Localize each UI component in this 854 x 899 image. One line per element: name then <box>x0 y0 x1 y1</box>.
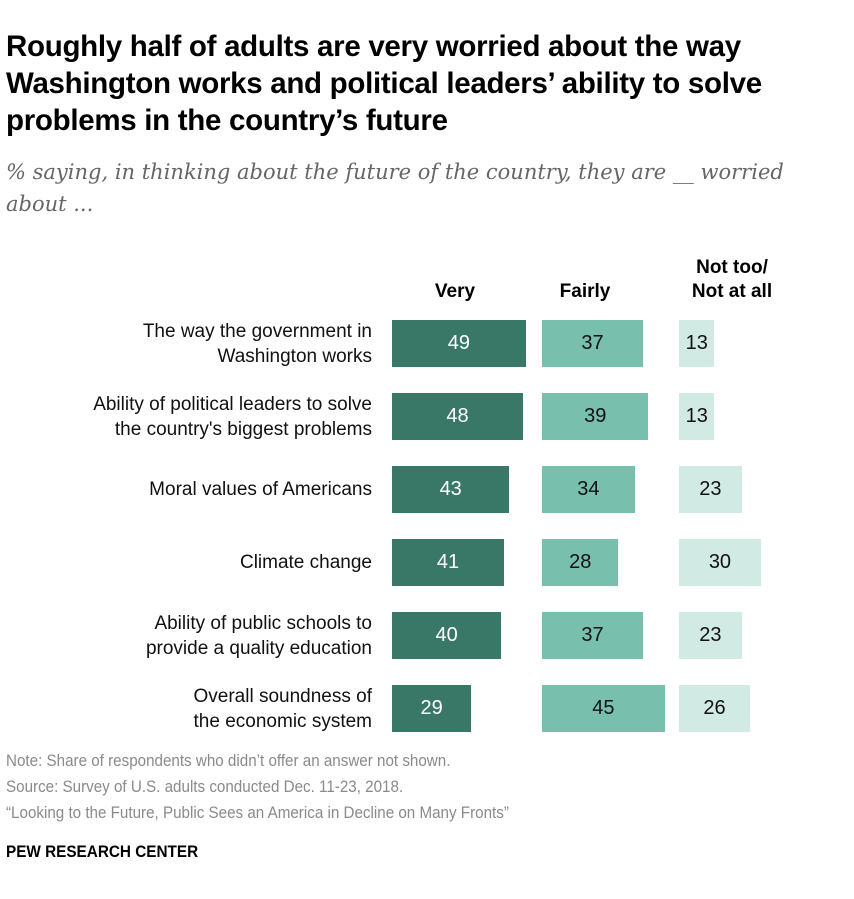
category-label-line: the country's biggest problems <box>114 418 372 440</box>
category-label-line: Overall soundness of <box>193 685 373 707</box>
bar-2-1 <box>679 393 715 440</box>
category-label-line: The way the government in <box>142 320 372 342</box>
category-label: Ability of political leaders to solve the… <box>12 392 372 442</box>
column-header-line: Not too/ <box>696 257 768 278</box>
bar-2-4 <box>679 612 742 659</box>
bar-1-5 <box>542 685 665 732</box>
category-label: Ability of public schools to provide a qu… <box>12 611 372 661</box>
bar-0-2 <box>392 466 510 513</box>
bar-1-2 <box>542 466 635 513</box>
data-label: 34 <box>577 478 600 500</box>
data-label: 28 <box>569 551 592 573</box>
bar-0-0 <box>392 320 526 367</box>
data-label: 23 <box>699 478 722 500</box>
data-label: 13 <box>685 332 708 354</box>
chart-subtitle: % saying, in thinking about the future o… <box>6 160 784 216</box>
data-label: 37 <box>581 624 604 646</box>
bar-1-0 <box>542 320 643 367</box>
data-label: 29 <box>420 697 443 719</box>
data-label: 40 <box>435 624 458 646</box>
bar-0-5 <box>392 685 472 732</box>
bar-0-1 <box>392 393 524 440</box>
data-label: 49 <box>447 332 470 354</box>
column-header-line: Fairly <box>559 281 611 302</box>
bar-2-0 <box>679 320 715 367</box>
bar-0-3 <box>392 539 504 586</box>
category-label: Overall soundness of the economic system <box>12 684 373 734</box>
category-label: Moral values of Americans <box>12 477 372 502</box>
bar-0-4 <box>392 612 502 659</box>
category-label-line: Climate change <box>239 552 372 573</box>
category-label-line: Moral values of Americans <box>149 479 372 500</box>
bar-1-3 <box>542 539 619 586</box>
data-label: 43 <box>439 478 462 500</box>
data-label: 26 <box>703 697 726 719</box>
data-label: 45 <box>592 697 615 719</box>
category-label: The way the government in Washington work… <box>12 319 372 369</box>
category-label-line: Washington works <box>217 345 372 367</box>
bar-1-4 <box>542 612 643 659</box>
source: Source: Survey of U.S. adults conducted … <box>6 778 404 796</box>
data-label: 39 <box>584 405 607 427</box>
data-label: 37 <box>581 332 604 354</box>
data-label: 30 <box>708 551 732 573</box>
report-title: “Looking to the Future, Public Sees an A… <box>6 804 509 822</box>
brand-logo-text: PEW RESEARCH CENTER <box>6 842 199 861</box>
category-label-line: provide a quality education <box>145 637 372 659</box>
category-label-line: Ability of political leaders to solve <box>93 393 372 415</box>
column-header-line: Not at all <box>691 281 773 302</box>
data-label: 41 <box>436 551 460 573</box>
data-label: 48 <box>446 405 469 427</box>
column-header-2: Not too/Not at all <box>662 256 802 304</box>
bar-2-5 <box>679 685 750 732</box>
data-label: 23 <box>699 624 722 646</box>
category-label-line: Ability of public schools to <box>154 612 372 634</box>
category-label-line: the economic system <box>193 710 372 732</box>
bar-1-1 <box>542 393 649 440</box>
column-header-0: Very <box>385 280 525 304</box>
column-header-line: Very <box>434 281 476 302</box>
chart-title: Roughly half of adults are very worried … <box>6 30 762 137</box>
category-label: Climate change <box>12 550 372 575</box>
bar-2-2 <box>679 466 742 513</box>
data-label: 13 <box>685 405 708 427</box>
note: Note: Share of respondents who didn’t of… <box>6 752 451 770</box>
column-header-1: Fairly <box>515 280 655 304</box>
bar-2-3 <box>679 539 761 586</box>
